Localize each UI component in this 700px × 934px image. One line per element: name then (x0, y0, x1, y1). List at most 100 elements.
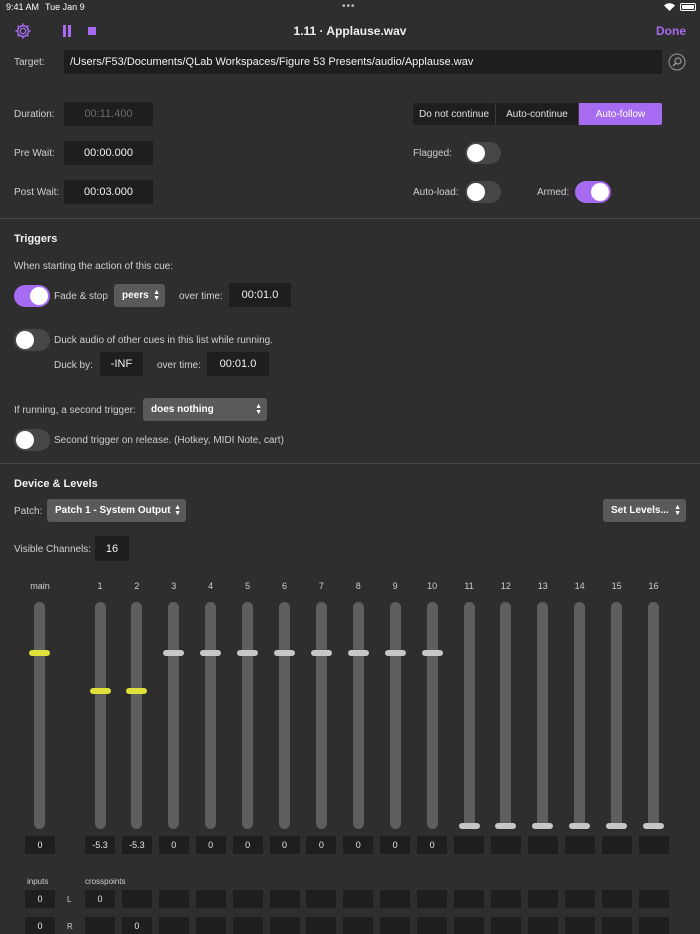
set-levels-button[interactable]: Set Levels... ▲ ▼ (603, 499, 686, 522)
channel-fader-track[interactable] (205, 602, 217, 829)
channel-level-field[interactable] (638, 836, 669, 854)
channel-fader-track[interactable] (131, 602, 143, 829)
channel-fader-thumb[interactable] (643, 823, 664, 829)
channel-level-field[interactable] (490, 836, 521, 854)
fade-time-field[interactable]: 00:01.0 (229, 283, 291, 307)
crosspoint-cell[interactable] (158, 917, 189, 934)
patch-select[interactable]: Patch 1 - System Output ▲ ▼ (47, 499, 186, 522)
visible-channels-field[interactable]: 16 (95, 536, 129, 561)
crosspoint-cell[interactable] (417, 917, 448, 934)
duck-time-field[interactable]: 00:01.0 (207, 352, 269, 376)
channel-level-field[interactable]: -5.3 (121, 836, 152, 854)
channel-level-field[interactable] (601, 836, 632, 854)
channel-level-field[interactable]: 0 (269, 836, 300, 854)
segment-do-not-continue[interactable]: Do not continue (413, 103, 496, 125)
channel-fader-track[interactable] (315, 602, 327, 829)
channel-fader-thumb[interactable] (200, 650, 222, 656)
duck-toggle[interactable] (14, 329, 50, 351)
channel-fader-track[interactable] (389, 602, 401, 829)
channel-level-field[interactable]: 0 (306, 836, 337, 854)
crosspoint-cell[interactable] (638, 917, 669, 934)
crosspoint-cell[interactable] (380, 917, 411, 934)
crosspoint-cell[interactable] (380, 890, 411, 908)
crosspoint-cell[interactable]: 0 (121, 917, 152, 934)
crosspoint-cell[interactable] (306, 890, 337, 908)
crosspoint-cell[interactable] (343, 890, 374, 908)
target-path-field[interactable]: /Users/F53/Documents/QLab Workspaces/Fig… (64, 50, 662, 74)
crosspoint-cell[interactable] (269, 890, 300, 908)
channel-fader-thumb[interactable] (458, 823, 480, 829)
channel-level-field[interactable]: 0 (417, 836, 448, 854)
channel-fader-thumb[interactable] (569, 823, 591, 829)
channel-level-field[interactable] (454, 836, 484, 854)
crosspoint-cell[interactable] (121, 890, 152, 908)
main-fader-thumb[interactable] (29, 650, 50, 656)
channel-fader-thumb[interactable] (163, 650, 185, 656)
crosspoint-cell[interactable] (454, 890, 484, 908)
channel-fader-thumb[interactable] (310, 650, 332, 656)
flagged-toggle[interactable] (465, 142, 501, 164)
crosspoint-cell[interactable] (85, 917, 115, 934)
crosspoint-cell[interactable] (490, 917, 521, 934)
gear-icon[interactable] (14, 22, 32, 40)
crosspoint-cell[interactable] (638, 890, 669, 908)
channel-level-field[interactable]: 0 (343, 836, 374, 854)
channel-fader-track[interactable] (426, 602, 438, 829)
channel-level-field[interactable]: 0 (380, 836, 411, 854)
done-button[interactable]: Done (656, 24, 686, 38)
crosspoint-cell[interactable] (195, 917, 226, 934)
channel-fader-thumb[interactable] (126, 688, 148, 694)
autoload-toggle[interactable] (465, 181, 501, 203)
channel-fader-track[interactable] (168, 602, 180, 829)
second-on-release-toggle[interactable] (14, 429, 50, 451)
channel-fader-track[interactable] (648, 602, 659, 829)
channel-fader-track[interactable] (352, 602, 364, 829)
channel-level-field[interactable]: 0 (232, 836, 263, 854)
main-level-field[interactable]: 0 (25, 836, 55, 854)
channel-fader-thumb[interactable] (606, 823, 628, 829)
channel-fader-thumb[interactable] (384, 650, 406, 656)
channel-fader-track[interactable] (279, 602, 290, 829)
crosspoint-cell[interactable] (527, 917, 558, 934)
pause-button[interactable] (62, 25, 72, 37)
main-fader-track[interactable] (34, 602, 45, 829)
fade-target-select[interactable]: peers ▲ ▼ (114, 284, 165, 307)
channel-fader-track[interactable] (574, 602, 586, 829)
channel-fader-thumb[interactable] (347, 650, 369, 656)
stop-button[interactable] (88, 27, 96, 35)
input-level-field[interactable]: 0 (25, 890, 55, 908)
channel-fader-thumb[interactable] (495, 823, 517, 829)
crosspoint-cell[interactable] (306, 917, 337, 934)
crosspoint-cell[interactable] (601, 890, 632, 908)
channel-fader-track[interactable] (463, 602, 475, 829)
segment-auto-continue[interactable]: Auto-continue (496, 103, 579, 125)
crosspoint-cell[interactable] (490, 890, 521, 908)
channel-fader-track[interactable] (500, 602, 512, 829)
channel-fader-thumb[interactable] (274, 650, 295, 656)
crosspoint-cell[interactable]: 0 (85, 890, 115, 908)
channel-fader-track[interactable] (94, 602, 106, 829)
channel-fader-thumb[interactable] (532, 823, 554, 829)
fade-stop-toggle[interactable] (14, 285, 50, 307)
crosspoint-cell[interactable] (232, 890, 263, 908)
crosspoint-cell[interactable] (564, 917, 595, 934)
crosspoint-cell[interactable] (417, 890, 448, 908)
crosspoint-cell[interactable] (601, 917, 632, 934)
crosspoint-cell[interactable] (454, 917, 484, 934)
crosspoint-cell[interactable] (269, 917, 300, 934)
crosspoint-cell[interactable] (527, 890, 558, 908)
channel-level-field[interactable]: 0 (158, 836, 189, 854)
channel-level-field[interactable] (527, 836, 558, 854)
duck-by-field[interactable]: -INF (100, 352, 143, 376)
crosspoint-cell[interactable] (564, 890, 595, 908)
channel-fader-thumb[interactable] (89, 688, 111, 694)
segment-auto-follow[interactable]: Auto-follow (579, 103, 662, 125)
crosspoint-cell[interactable] (343, 917, 374, 934)
multitasking-dots[interactable]: ••• (342, 1, 356, 12)
channel-fader-track[interactable] (611, 602, 623, 829)
crosspoint-cell[interactable] (232, 917, 263, 934)
channel-level-field[interactable] (564, 836, 595, 854)
channel-level-field[interactable]: 0 (195, 836, 226, 854)
postwait-field[interactable]: 00:03.000 (64, 180, 153, 204)
channel-fader-track[interactable] (242, 602, 254, 829)
